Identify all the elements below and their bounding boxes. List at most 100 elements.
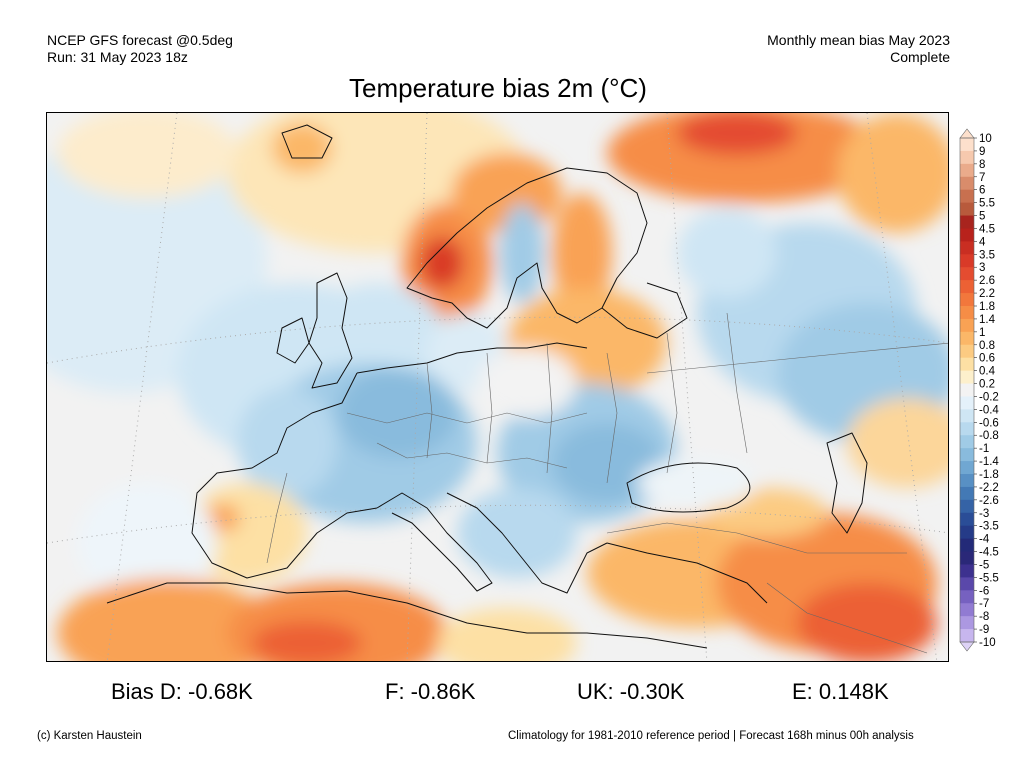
colorbar-swatch [960,163,974,178]
colorbar-swatch [960,577,974,591]
colorbar-label: -5 [979,559,989,571]
colorbar-swatch [960,370,974,385]
colorbar-label: -3 [979,508,989,520]
colorbar-swatch [960,603,974,617]
borders [266,312,948,654]
colorbar-swatch [960,189,974,204]
colorbar-swatch [960,150,974,165]
colorbar-swatch [960,383,974,397]
coastlines [106,124,868,649]
colorbar-label: 9 [979,146,985,158]
colorbar-label: 1.8 [979,301,995,313]
colorbar-swatch [960,564,974,578]
colorbar-swatch [960,344,974,359]
model-info: NCEP GFS forecast @0.5deg [47,32,233,48]
colorbar-label: -5.5 [979,572,999,584]
colorbar-top-arrow [959,128,975,139]
colorbar-label: -0.8 [979,430,999,442]
colorbar-label: -9 [979,624,989,636]
header-left: NCEP GFS forecast @0.5deg Run: 31 May 20… [47,32,233,66]
colorbar-label: 3 [979,262,985,274]
colorbar-label: -2.2 [979,482,999,494]
bias-uk: UK: -0.30K [577,679,685,704]
colorbar-label: 2.6 [979,275,995,287]
period-info: Monthly mean bias May 2023 [767,32,950,48]
colorbar-label: -1.8 [979,469,999,481]
copyright: (c) Karsten Haustein [37,730,142,742]
run-info: Run: 31 May 2023 18z [47,49,188,65]
colorbar-outline [959,137,975,643]
colorbar-label: -6 [979,585,989,597]
bias-france: F: -0.86K [385,679,476,704]
colorbar-label: 2.2 [979,288,995,300]
status-info: Complete [890,49,950,65]
colorbar-bottom-arrow [959,641,975,652]
colorbar-label: -2.6 [979,495,999,507]
colorbar-swatch [960,512,974,527]
colorbar-label: -10 [979,637,996,649]
map-canvas [47,113,948,661]
colorbar-label: -7 [979,598,989,610]
colorbar-swatch [960,357,974,372]
colorbar-swatches [959,128,975,652]
bias-germany: Bias D: -0.68K [111,679,253,704]
colorbar-swatch [960,486,974,501]
graticule [47,113,948,661]
colorbar-label: 1.4 [979,314,996,326]
colorbar-label: 0.2 [979,379,995,391]
colorbar-label: 10 [979,133,992,145]
colorbar-label: -4 [979,534,990,546]
colorbar-swatch [960,318,974,333]
header-right: Monthly mean bias May 2023 Complete [767,32,950,66]
colorbar-swatch [960,616,974,630]
colorbar-swatch [960,538,974,553]
colorbar-swatch [960,176,974,191]
colorbar-swatch [960,293,974,307]
colorbar-swatch [960,280,974,294]
colorbar-label: 8 [979,159,985,171]
colorbar-swatch [960,331,974,346]
map-title: Temperature bias 2m (°C) [349,73,647,103]
colorbar-swatch [960,306,974,320]
colorbar-label: 3.5 [979,249,995,261]
colorbar-swatch [960,629,974,643]
colorbar-swatch [960,551,974,565]
colorbar-swatch [960,499,974,514]
colorbar-swatch [960,422,974,436]
colorbar-swatch [960,590,974,604]
colorbar-swatch [960,228,974,242]
colorbar-swatch [960,254,974,268]
colorbar-label: -1.4 [979,456,999,468]
colorbar-label: 7 [979,172,985,184]
colorbar-swatch [960,396,974,410]
colorbar-label: 0.6 [979,353,995,365]
colorbar-label: -8 [979,611,989,623]
colorbar-label: -0.4 [979,404,999,416]
colorbar-label: 4.5 [979,223,995,235]
colorbar-swatch [960,202,974,217]
colorbar-label: 1 [979,327,985,339]
colorbar-swatch [960,448,974,462]
colorbar-swatch [960,138,974,152]
bias-map [46,112,949,662]
colorbar-swatch [960,435,974,449]
colorbar-swatch [960,241,974,255]
colorbar-label: -1 [979,443,989,455]
colorbar-swatch [960,525,974,540]
colorbar-label: 6 [979,185,985,197]
colorbar-swatch [960,461,974,475]
bias-field [47,113,948,661]
colorbar-labels: 1098765.554.543.532.62.21.81.410.80.60.4… [974,133,999,649]
colorbar-label: -0.6 [979,417,999,429]
colorbar-label: -3.5 [979,521,999,533]
colorbar-label: 5.5 [979,198,995,210]
colorbar-swatch [960,215,974,229]
colorbar-label: -4.5 [979,547,999,559]
colorbar-swatch [960,267,974,281]
bias-europe: E: 0.148K [792,679,889,704]
colorbar-label: 5 [979,211,985,223]
colorbar-label: 0.8 [979,340,995,352]
colorbar-swatch [960,409,974,423]
colorbar-label: 4 [979,236,986,248]
colorbar-label: -0.2 [979,391,999,403]
